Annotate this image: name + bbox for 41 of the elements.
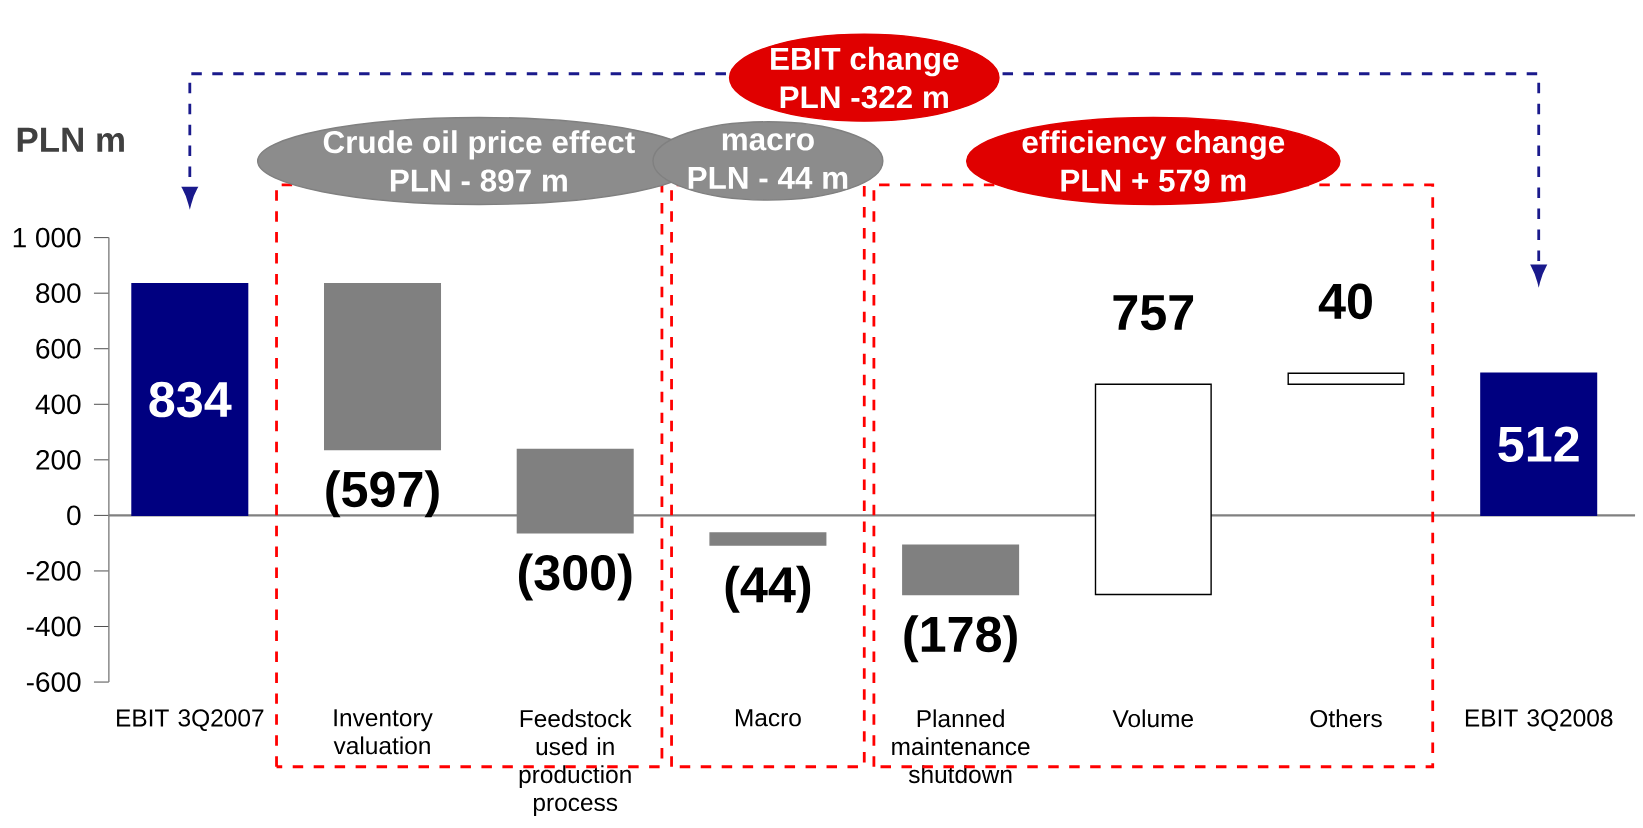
data-label: (178) bbox=[904, 615, 1017, 663]
data-label: (597) bbox=[326, 470, 439, 518]
text: PLN + 579 m bbox=[1061, 169, 1246, 192]
x-tick-label: Volume bbox=[1112, 709, 1193, 728]
text: PLN -322 m bbox=[780, 86, 948, 109]
x-tick-label: Inventory valuation bbox=[333, 709, 433, 755]
y-tick-label: 0 bbox=[67, 505, 81, 526]
bar bbox=[1480, 372, 1598, 517]
x-tick-label: Macro bbox=[735, 709, 801, 727]
data-label: (300) bbox=[519, 553, 632, 601]
text: macro bbox=[722, 133, 814, 151]
y-axis-title: PLN m bbox=[17, 128, 124, 153]
data-label: 512 bbox=[1498, 426, 1579, 463]
x-tick-label: Feedstock used in production process bbox=[519, 709, 632, 817]
y-tick-label: -200 bbox=[26, 561, 81, 582]
y-tick-label: 800 bbox=[36, 283, 81, 304]
bar bbox=[1094, 383, 1212, 596]
text: efficiency change bbox=[1022, 130, 1285, 160]
bar bbox=[902, 544, 1020, 596]
text: PLN - 897 m bbox=[390, 169, 567, 192]
y-tick-label: 1 000 bbox=[13, 227, 81, 248]
x-tick-label: Planned maintenance shutdown bbox=[892, 709, 1030, 784]
y-tick-label: 400 bbox=[35, 394, 81, 415]
text: Crude oil price effect bbox=[323, 130, 635, 160]
data-label: (44) bbox=[725, 566, 811, 613]
x-tick-label: EBIT 3Q2007 bbox=[117, 709, 264, 732]
bar bbox=[709, 532, 827, 546]
bar bbox=[1287, 372, 1405, 386]
x-tick-label: EBIT 3Q2008 bbox=[1465, 709, 1613, 732]
bar bbox=[131, 283, 249, 517]
x-tick-label: Others bbox=[1310, 709, 1382, 728]
bar bbox=[324, 283, 442, 451]
y-tick-label: -600 bbox=[26, 672, 81, 693]
data-label: 834 bbox=[149, 381, 232, 418]
data-label: 757 bbox=[1113, 295, 1194, 331]
data-label: 40 bbox=[1318, 283, 1372, 320]
y-tick-label: 600 bbox=[36, 339, 81, 359]
y-tick-label: -400 bbox=[26, 616, 81, 637]
text: EBIT change bbox=[771, 47, 959, 77]
text: PLN - 44 m bbox=[688, 167, 848, 189]
y-tick-label: 200 bbox=[36, 450, 81, 470]
